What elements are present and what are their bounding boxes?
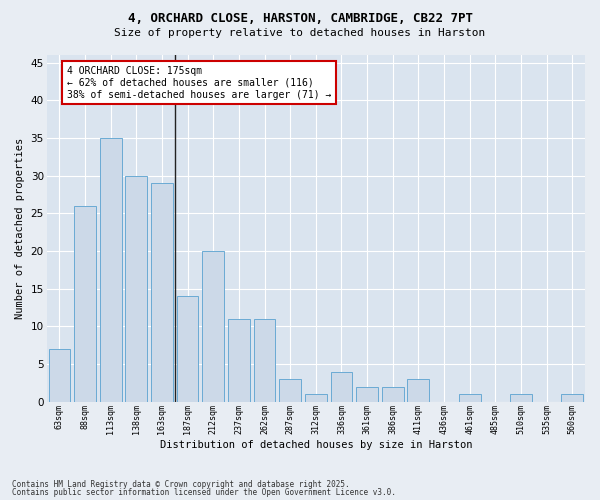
- Bar: [407, 379, 429, 402]
- X-axis label: Distribution of detached houses by size in Harston: Distribution of detached houses by size …: [160, 440, 472, 450]
- Text: 4, ORCHARD CLOSE, HARSTON, CAMBRIDGE, CB22 7PT: 4, ORCHARD CLOSE, HARSTON, CAMBRIDGE, CB…: [128, 12, 473, 26]
- Bar: [459, 394, 481, 402]
- Bar: [100, 138, 122, 402]
- Bar: [74, 206, 96, 402]
- Bar: [177, 296, 199, 402]
- Text: Contains public sector information licensed under the Open Government Licence v3: Contains public sector information licen…: [12, 488, 396, 497]
- Bar: [382, 386, 404, 402]
- Bar: [125, 176, 147, 402]
- Bar: [254, 319, 275, 402]
- Bar: [228, 319, 250, 402]
- Y-axis label: Number of detached properties: Number of detached properties: [15, 138, 25, 319]
- Text: 4 ORCHARD CLOSE: 175sqm
← 62% of detached houses are smaller (116)
38% of semi-d: 4 ORCHARD CLOSE: 175sqm ← 62% of detache…: [67, 66, 331, 100]
- Bar: [356, 386, 378, 402]
- Bar: [49, 349, 70, 402]
- Text: Contains HM Land Registry data © Crown copyright and database right 2025.: Contains HM Land Registry data © Crown c…: [12, 480, 350, 489]
- Bar: [331, 372, 352, 402]
- Bar: [561, 394, 583, 402]
- Text: Size of property relative to detached houses in Harston: Size of property relative to detached ho…: [115, 28, 485, 38]
- Bar: [202, 251, 224, 402]
- Bar: [151, 183, 173, 402]
- Bar: [279, 379, 301, 402]
- Bar: [305, 394, 326, 402]
- Bar: [510, 394, 532, 402]
